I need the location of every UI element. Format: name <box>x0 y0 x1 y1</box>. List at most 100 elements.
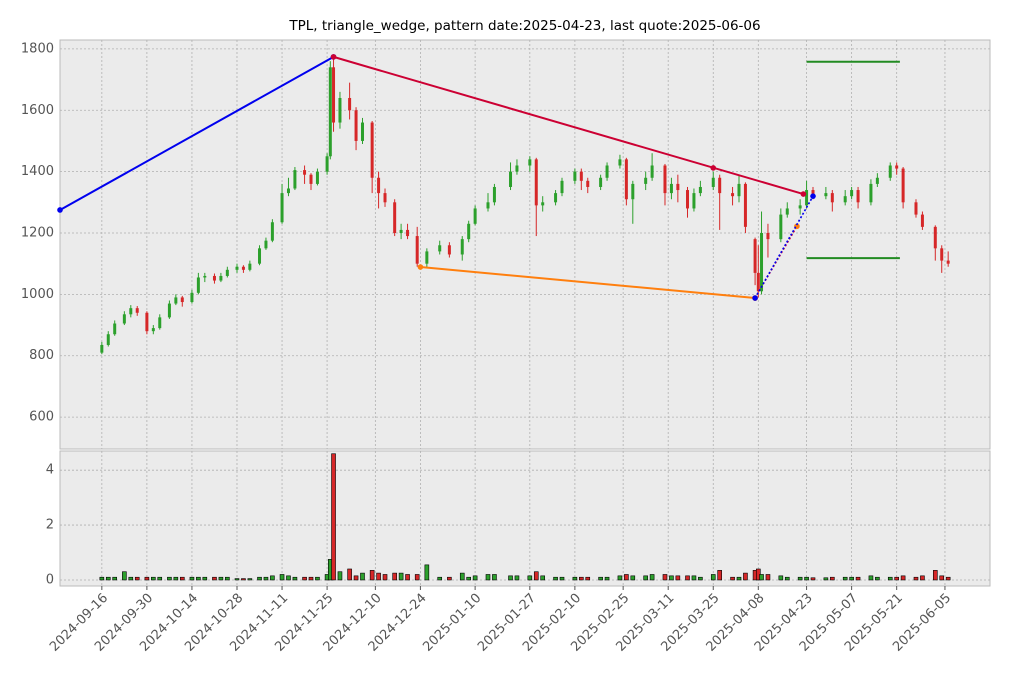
candle-body <box>158 317 162 329</box>
candle-body <box>737 183 741 197</box>
trend-line <box>754 195 814 299</box>
candle-body <box>447 245 451 255</box>
candle-body <box>875 177 879 184</box>
candle-body <box>718 177 722 194</box>
volume-bar <box>604 576 610 581</box>
candle-body <box>235 266 239 270</box>
candle-body <box>486 202 490 209</box>
candle-body <box>914 202 918 215</box>
volume-bar <box>241 578 246 581</box>
candle-body <box>785 208 789 215</box>
volume-bar <box>823 577 829 581</box>
volume-bar <box>128 576 134 581</box>
volume-bar <box>685 575 690 581</box>
volume-bar <box>765 574 771 581</box>
trend-line <box>420 266 756 300</box>
candle-body <box>624 159 628 200</box>
volume-bar <box>759 574 764 581</box>
candle-body <box>753 239 757 273</box>
volume-bar <box>913 576 919 581</box>
volume-bar <box>730 576 735 581</box>
candle-body <box>579 171 583 181</box>
volume-bar <box>196 576 201 581</box>
candle-body <box>348 97 352 111</box>
volume-bar <box>533 571 539 581</box>
volume-bar <box>134 576 140 581</box>
volume-bar <box>630 575 636 581</box>
volume-bar <box>485 574 491 581</box>
candle-body <box>145 312 149 332</box>
volume-bar <box>669 575 674 581</box>
candle-body <box>933 226 937 249</box>
candle-body <box>644 177 648 184</box>
candle-body <box>618 159 622 166</box>
volume-bar <box>382 574 388 581</box>
candle-body <box>492 186 496 203</box>
candle-body <box>354 110 358 141</box>
candle-body <box>756 272 760 292</box>
candle-body <box>888 165 892 178</box>
candle-body <box>824 193 828 197</box>
volume-bar <box>868 575 874 581</box>
y-tick-label: 1400 <box>21 164 54 179</box>
volume-bar <box>492 574 497 581</box>
volume-bar <box>784 576 790 581</box>
volume-bar <box>553 576 558 581</box>
candle-body <box>554 193 558 203</box>
candle-body <box>393 202 397 233</box>
volume-bar <box>263 576 269 581</box>
volume-bar <box>466 576 471 581</box>
candle-body <box>338 97 342 123</box>
volume-bar <box>698 576 703 581</box>
volume-bar <box>810 577 816 581</box>
y-tick-label: 1000 <box>21 287 54 302</box>
volume-bar <box>315 576 320 581</box>
candle-body <box>599 177 603 187</box>
volume-bar <box>804 576 809 581</box>
volume-bar <box>691 575 697 581</box>
candle-body <box>676 183 680 191</box>
volume-bar <box>331 453 336 581</box>
candle-body <box>425 251 429 264</box>
volume-bar <box>292 576 298 581</box>
volume-bar <box>353 575 359 581</box>
candle-body <box>895 165 899 169</box>
volume-bar <box>920 575 925 581</box>
volume-bar <box>743 572 748 581</box>
volume-bar <box>247 578 253 581</box>
candle-body <box>332 67 336 123</box>
candle-body <box>811 190 815 197</box>
volume-bar <box>527 575 533 581</box>
volume-bar <box>662 574 668 581</box>
candle-body <box>325 156 329 172</box>
candle-body <box>248 263 252 270</box>
volume-bar <box>414 574 420 581</box>
candle-body <box>692 193 696 209</box>
candle-body <box>167 303 171 318</box>
volume-bar <box>675 575 681 581</box>
volume-bar <box>894 576 899 581</box>
candle-body <box>303 170 307 175</box>
trend-point <box>57 207 63 213</box>
candle-body <box>731 193 735 197</box>
candle-body <box>383 193 387 203</box>
volume-bar <box>234 578 240 581</box>
volume-bar <box>643 575 648 581</box>
candle-body <box>225 269 229 276</box>
candle-body <box>830 193 834 203</box>
volume-bar <box>179 576 185 581</box>
candle-body <box>370 122 374 178</box>
candle-body <box>901 168 905 203</box>
candle-body <box>241 266 245 270</box>
y-tick-label: 800 <box>29 348 54 363</box>
candle-body <box>129 308 133 315</box>
candle-body <box>843 196 847 203</box>
volume-bar <box>347 568 352 581</box>
volume-bar <box>308 576 314 581</box>
volume-bar <box>508 575 513 581</box>
candle-body <box>869 183 873 203</box>
trend-point <box>810 193 816 199</box>
volume-bar <box>855 576 861 581</box>
candle-body <box>280 193 284 223</box>
candle-body <box>605 165 609 178</box>
